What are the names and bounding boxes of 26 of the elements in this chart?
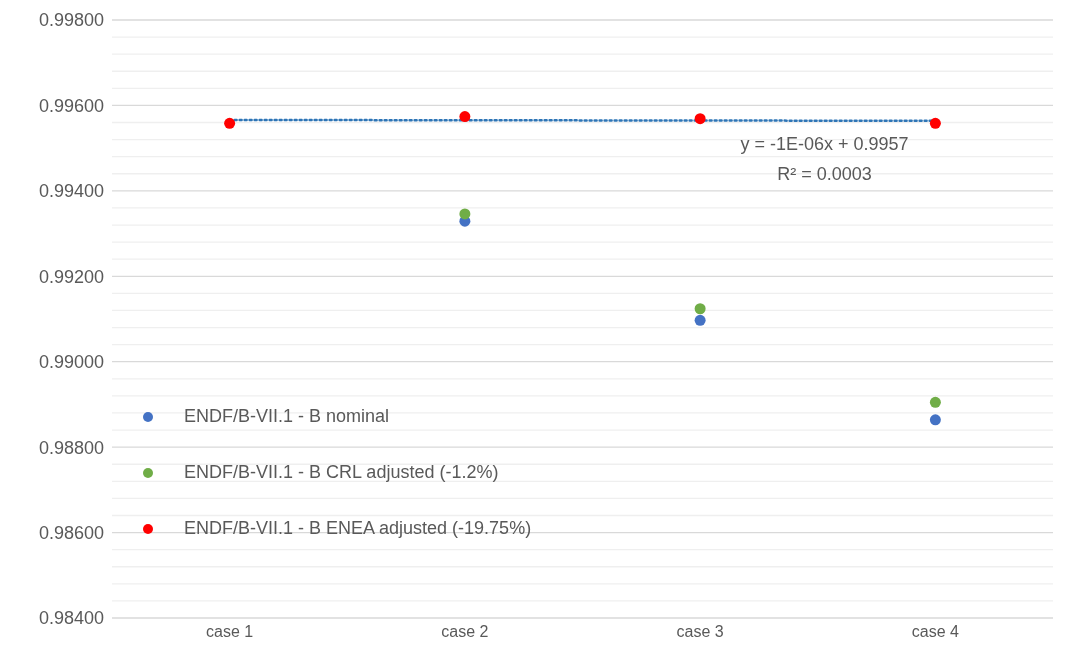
y-tick-label: 0.99000 [38,352,104,373]
annotation: R² = 0.0003 [776,162,873,186]
y-tick-label: 0.99400 [38,181,104,202]
y-tick-label: 0.99600 [38,95,104,116]
annotation: y = -1E-06x + 0.9957 [739,132,910,156]
x-tick-label: case 3 [676,623,724,641]
point [929,396,941,408]
legend-label: ENDF/B-VII.1 - B CRL adjusted (-1.2%) [184,462,499,484]
y-tick-label: 0.99800 [38,10,104,31]
y-tick-label: 0.98800 [38,437,104,458]
point [694,113,706,125]
y-tick-label: 0.99200 [38,266,104,287]
x-tick-label: case 2 [441,623,489,641]
legend-label: ENDF/B-VII.1 - B ENEA adjusted (-19.75%) [184,518,532,540]
point [929,117,941,129]
x-tick-label: case 4 [911,623,960,641]
point [459,111,471,123]
point [459,208,471,220]
point [694,314,706,326]
y-tick-label: 0.98400 [38,608,104,629]
point [929,414,941,426]
point [224,117,236,129]
legend-label: ENDF/B-VII.1 - B nominal [184,406,390,428]
point [694,303,706,315]
x-tick-label: case 1 [206,623,254,641]
y-tick-label: 0.98600 [38,522,104,543]
